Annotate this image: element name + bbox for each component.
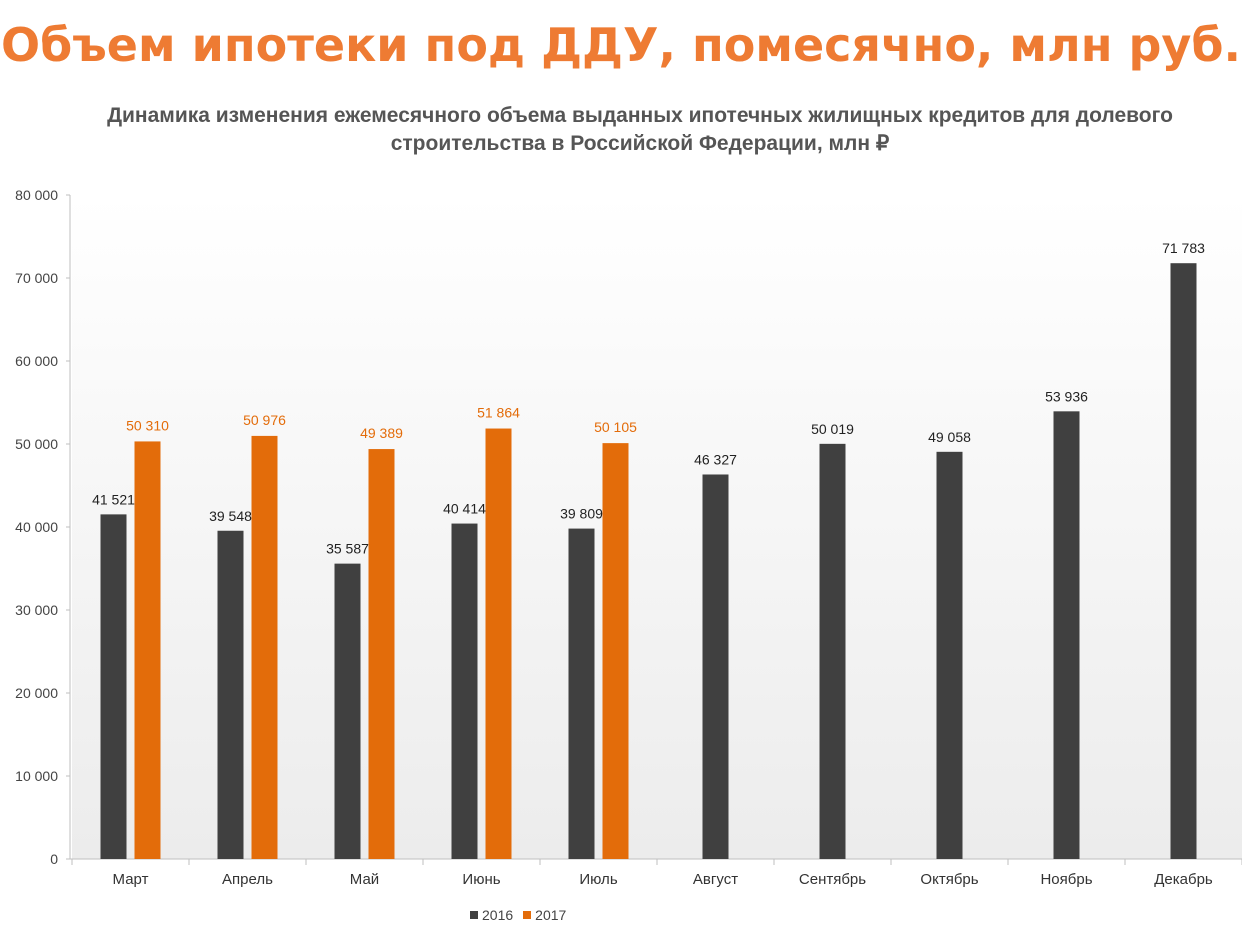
bar-2017 bbox=[251, 435, 278, 859]
x-tick-label: Март bbox=[113, 871, 149, 888]
legend-label-2016: 2016 bbox=[482, 907, 514, 923]
legend-swatch-2017 bbox=[523, 911, 532, 919]
legend-item-2016: 2016 bbox=[470, 907, 513, 923]
y-tick-label: 20 000 bbox=[15, 685, 58, 701]
data-label-2016: 39 809 bbox=[560, 506, 603, 522]
bar-2016 bbox=[702, 474, 729, 859]
y-tick-label: 70 000 bbox=[15, 270, 58, 286]
y-tick-label: 30 000 bbox=[15, 602, 58, 618]
bar-2017 bbox=[485, 428, 512, 859]
x-tick-label: Апрель bbox=[222, 871, 273, 888]
bar-2017 bbox=[602, 443, 629, 859]
data-label-2016: 40 414 bbox=[443, 501, 486, 517]
legend: 2016 2017 bbox=[470, 907, 566, 923]
x-tick-label: Ноябрь bbox=[1040, 871, 1092, 888]
data-label-2017: 51 864 bbox=[477, 405, 520, 421]
bar-2016 bbox=[568, 528, 595, 859]
chart-subtitle: Динамика изменения ежемесячного объема в… bbox=[107, 104, 1173, 155]
data-label-2017: 49 389 bbox=[360, 425, 403, 441]
x-tick-label: Июль bbox=[579, 871, 617, 888]
data-label-2017: 50 976 bbox=[243, 412, 286, 428]
bar-2016 bbox=[819, 443, 846, 859]
data-label-2016: 35 587 bbox=[326, 541, 369, 557]
bar-2016 bbox=[936, 451, 963, 859]
data-label-2016: 49 058 bbox=[928, 429, 971, 445]
legend-label-2017: 2017 bbox=[535, 907, 567, 923]
x-tick-label: Декабрь bbox=[1154, 871, 1213, 888]
x-tick-label: Сентябрь bbox=[799, 871, 866, 888]
bar-2016 bbox=[100, 514, 127, 859]
data-label-2017: 50 310 bbox=[126, 417, 169, 433]
legend-swatch-2016 bbox=[470, 911, 478, 919]
bar-2017 bbox=[134, 441, 161, 859]
x-tick-label: Май bbox=[350, 871, 379, 888]
bar-2016 bbox=[1170, 263, 1197, 859]
data-label-2016: 53 936 bbox=[1045, 388, 1088, 404]
data-label-2016: 39 548 bbox=[209, 508, 252, 524]
y-tick-label: 80 000 bbox=[15, 187, 58, 203]
y-tick-label: 40 000 bbox=[15, 519, 58, 535]
page-title: Объем ипотеки под ДДУ, помесячно, млн ру… bbox=[0, 18, 1242, 72]
x-tick-label: Август bbox=[693, 871, 738, 888]
y-tick-label: 60 000 bbox=[15, 353, 58, 369]
bar-2017 bbox=[368, 449, 395, 859]
legend-item-2017: 2017 bbox=[523, 907, 566, 923]
x-tick-label: Октябрь bbox=[920, 871, 978, 888]
bar-2016 bbox=[451, 523, 478, 859]
data-label-2016: 71 783 bbox=[1162, 240, 1205, 256]
y-tick-label: 10 000 bbox=[15, 768, 58, 784]
data-label-2016: 41 521 bbox=[92, 491, 135, 507]
data-label-2017: 50 105 bbox=[594, 419, 637, 435]
bar-2016 bbox=[217, 530, 244, 859]
data-label-2016: 46 327 bbox=[694, 451, 737, 467]
bar-2016 bbox=[334, 563, 361, 859]
y-tick-label: 50 000 bbox=[15, 436, 58, 452]
y-tick-label: 0 bbox=[50, 851, 58, 867]
data-label-2016: 50 019 bbox=[811, 421, 854, 437]
x-tick-label: Июнь bbox=[462, 871, 500, 888]
bar-2016 bbox=[1053, 411, 1080, 859]
